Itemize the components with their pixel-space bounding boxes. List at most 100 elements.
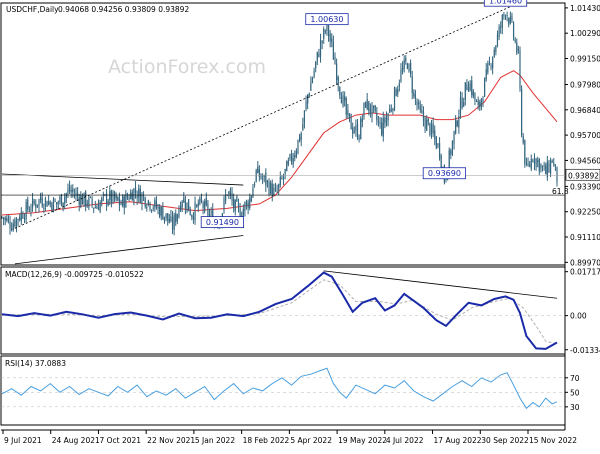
candle-body [130, 192, 132, 199]
macd-signal-line [1, 279, 558, 345]
candle-body [155, 201, 158, 209]
candle-body [25, 201, 27, 220]
candle-body [229, 189, 232, 195]
candle-body [549, 160, 552, 174]
candle-body [7, 218, 10, 221]
candle-body [167, 213, 169, 221]
macd-tick-label: 0.01717 [570, 268, 600, 277]
candle-body [496, 34, 499, 46]
candle-body [548, 163, 550, 173]
candle-body [31, 197, 34, 208]
candle-body [249, 198, 251, 208]
candle-body [281, 178, 283, 180]
candle-body [120, 202, 122, 205]
candle-body [157, 206, 159, 209]
candle-body [337, 76, 339, 86]
candle-body [479, 102, 481, 107]
candle-body [112, 192, 114, 202]
candle-body [339, 87, 341, 96]
macd-line [1, 271, 558, 350]
candle-body [125, 193, 127, 208]
candle-body [336, 63, 338, 81]
candle-body [512, 23, 515, 38]
candle-body [68, 186, 71, 192]
candle-body [321, 40, 323, 44]
candle-body [97, 205, 100, 211]
time-tick-label: 9 Jul 2021 [4, 436, 42, 445]
candle-body [151, 209, 153, 211]
candle-body [535, 158, 537, 167]
candle-body [114, 191, 116, 200]
candle-body [292, 158, 294, 165]
price-tick-label: 0.95700 [570, 131, 600, 140]
price-tick-label: 0.89970 [570, 258, 600, 267]
price-tick-label: 0.94560 [570, 156, 600, 165]
candle-body [138, 188, 140, 197]
candle-body [225, 195, 227, 201]
candle-body [426, 119, 428, 131]
candle-body [464, 82, 466, 100]
candle-body [485, 69, 487, 80]
candle-body [509, 16, 511, 24]
candle-body [278, 184, 280, 191]
candle-body [416, 101, 418, 106]
candle-body [546, 161, 548, 178]
candle-body [463, 102, 465, 107]
candle-body [451, 140, 454, 154]
candle-body [52, 198, 55, 213]
candle-body [453, 131, 455, 144]
price-callout-label: 1.01460 [489, 0, 522, 6]
candle-body [541, 166, 544, 167]
price-tick-label: 0.99150 [570, 55, 600, 64]
candle-body [353, 131, 355, 133]
candle-body [152, 207, 154, 209]
panel-frame-1 [0, 2, 566, 266]
candle-body [239, 208, 241, 220]
candle-body [146, 206, 148, 209]
candle-body [408, 63, 410, 72]
candle-body [30, 209, 32, 211]
candle-body [72, 188, 74, 193]
candle-body [358, 138, 360, 139]
candle-body [123, 196, 125, 209]
candle-body [33, 201, 35, 204]
candle-body [35, 203, 37, 208]
candle-body [276, 190, 278, 192]
candle-body [501, 15, 503, 28]
candle-body [524, 140, 526, 164]
candle-body [522, 136, 524, 143]
rsi-tick-label: 50 [570, 388, 580, 397]
last-price-label: 0.93892 [568, 171, 599, 180]
candle-body [179, 205, 182, 211]
candle-body [12, 223, 14, 230]
candle-body [392, 108, 394, 112]
candle-body [28, 211, 30, 212]
candle-body [46, 201, 48, 207]
candle-body [369, 108, 371, 114]
candle-body [310, 82, 312, 91]
candle-body [268, 182, 270, 195]
candle-body [245, 201, 248, 206]
candle-body [207, 203, 209, 216]
candle-body [252, 187, 254, 198]
candle-body [493, 49, 495, 57]
candle-body [368, 101, 370, 111]
candle-body [286, 161, 288, 172]
candle-body [405, 58, 407, 62]
triangle-trendline [14, 235, 244, 265]
candle-body [448, 149, 450, 174]
price-tick-label: 0.91110 [570, 233, 600, 242]
candle-body [455, 118, 457, 134]
candle-body [487, 63, 489, 73]
candle-body [22, 214, 24, 219]
candle-body [519, 50, 521, 89]
candle-body [67, 189, 69, 194]
candle-body [469, 83, 471, 90]
candle-body [64, 196, 66, 204]
candle-body [56, 202, 58, 205]
candle-body [348, 113, 351, 116]
candle-body [181, 201, 183, 208]
candle-body [160, 206, 162, 216]
candle-body [527, 163, 529, 166]
